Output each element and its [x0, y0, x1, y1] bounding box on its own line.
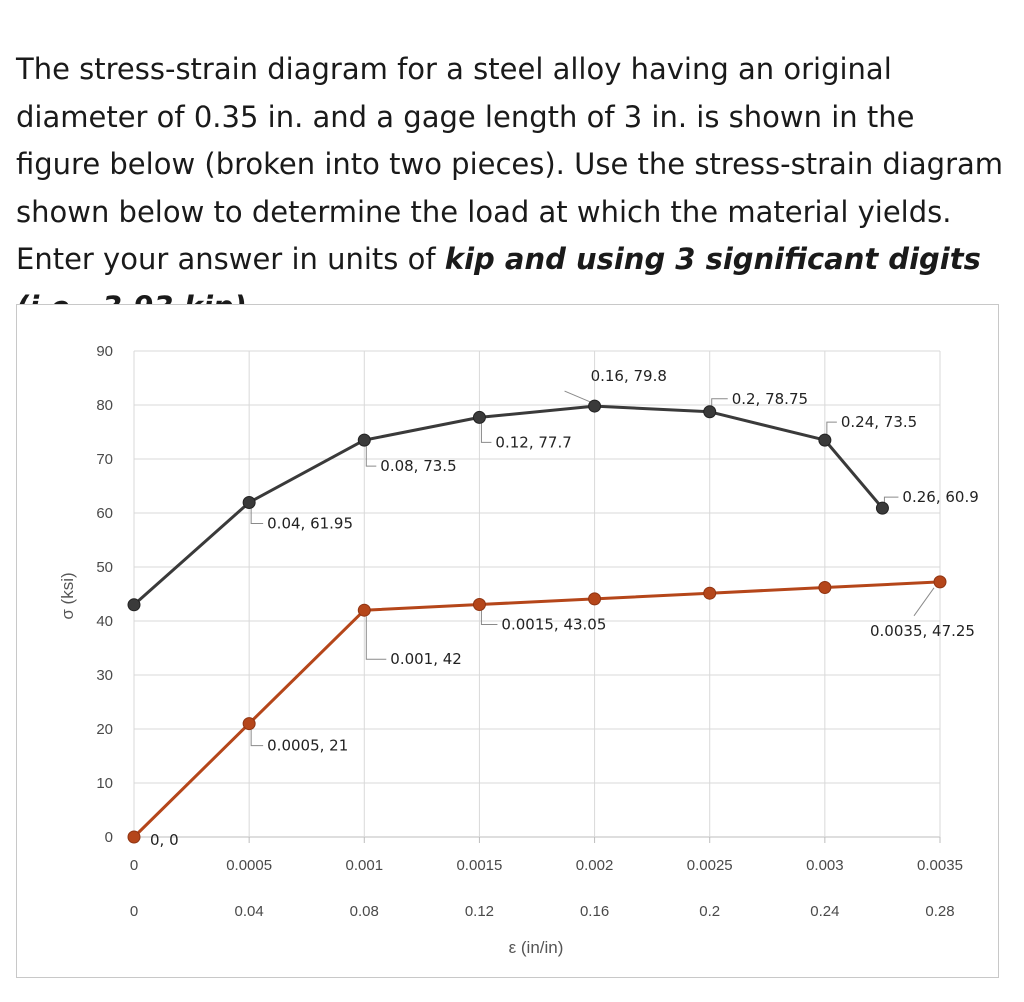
series-0-point: [875, 501, 889, 515]
label-leader: [250, 729, 264, 747]
data-label: 0.24, 73.5: [841, 413, 917, 431]
series-0-line: [133, 404, 884, 606]
data-label: 0, 0: [150, 831, 179, 849]
x-top-tick-label: 0.002: [576, 857, 614, 874]
x-top-tick-label: 0.0015: [456, 857, 502, 874]
series-1-point: [703, 586, 717, 600]
data-label: 0.12, 77.7: [495, 433, 571, 451]
series-0-point: [242, 495, 256, 509]
problem-emphasis: kip and using 3 significant digits (i.e.…: [16, 242, 981, 324]
x-top-tick-label: 0.001: [346, 857, 384, 874]
label-leader: [365, 446, 377, 467]
x-top-tick-label: 0: [130, 857, 138, 874]
y-tick-label: 80: [96, 397, 113, 414]
series-0-point: [127, 598, 141, 612]
problem-statement: The stress-strain diagram for a steel al…: [16, 46, 1006, 331]
x-bottom-tick-label: 0.24: [810, 903, 839, 920]
series-1-point: [818, 581, 832, 595]
x-bottom-tick-label: 0.16: [580, 903, 609, 920]
x-bottom-tick-label: 0: [130, 903, 138, 920]
label-leader: [250, 508, 264, 524]
data-label: 0.04, 61.95: [267, 514, 353, 532]
problem-text: The stress-strain diagram for a steel al…: [16, 52, 1004, 276]
label-leader: [913, 587, 935, 617]
y-tick-label: 30: [96, 667, 113, 684]
y-tick-label: 0: [105, 829, 113, 846]
x-axis-title: ε (in/in): [509, 938, 564, 957]
x-top-tick-label: 0.003: [806, 857, 844, 874]
series-1-point: [127, 830, 141, 844]
series-0-point: [703, 405, 717, 419]
series-1-point: [933, 575, 947, 589]
x-top-tick-label: 0.0035: [917, 857, 963, 874]
data-label: 0.001, 42: [390, 650, 462, 668]
y-axis-title: σ (ksi): [58, 572, 77, 619]
label-leader: [365, 616, 387, 660]
x-bottom-tick-label: 0.12: [465, 903, 494, 920]
x-top-tick-label: 0.0005: [226, 857, 272, 874]
x-top-tick-label: 0.0025: [687, 857, 733, 874]
series-1-line: [132, 580, 941, 839]
series-0-point: [472, 410, 486, 424]
label-leader: [480, 423, 492, 443]
y-tick-label: 50: [96, 559, 113, 576]
y-tick-label: 70: [96, 451, 113, 468]
series-0-point: [357, 433, 371, 447]
series-1-point: [357, 603, 371, 617]
data-label: 0.0015, 43.05: [501, 616, 606, 634]
data-label: 0.0035, 47.25: [870, 622, 975, 640]
y-tick-label: 60: [96, 505, 113, 522]
y-tick-label: 40: [96, 613, 113, 630]
data-label: 0.26, 60.9: [902, 488, 978, 506]
label-leader: [564, 390, 591, 403]
y-tick-label: 20: [96, 721, 113, 738]
x-bottom-tick-label: 0.04: [235, 903, 264, 920]
series-1-point: [242, 717, 256, 731]
series-1-point: [472, 598, 486, 612]
series-0-point: [588, 399, 602, 413]
series-0-point: [818, 433, 832, 447]
x-bottom-tick-label: 0.2: [699, 903, 720, 920]
y-tick-label: 10: [96, 775, 113, 792]
label-leader: [480, 610, 498, 626]
series-1-point: [588, 592, 602, 606]
data-label: 0.08, 73.5: [380, 457, 456, 475]
data-label: 0.2, 78.75: [732, 390, 808, 408]
data-label: 0.16, 79.8: [591, 367, 667, 385]
chart-frame: [16, 304, 999, 978]
data-label: 0.0005, 21: [267, 737, 348, 755]
x-bottom-tick-label: 0.08: [350, 903, 379, 920]
x-bottom-tick-label: 0.28: [925, 903, 954, 920]
y-tick-label: 90: [96, 343, 113, 360]
